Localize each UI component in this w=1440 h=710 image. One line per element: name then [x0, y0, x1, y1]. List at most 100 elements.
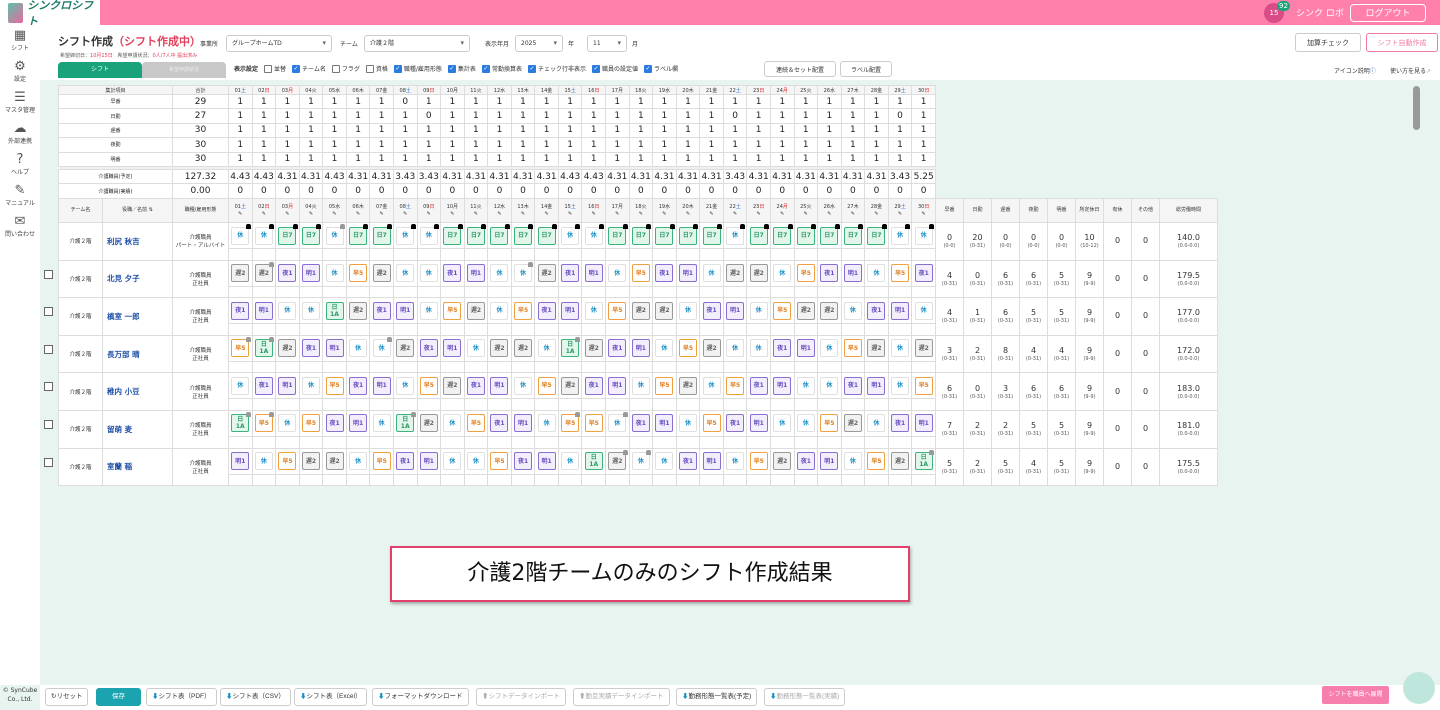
shift-cell[interactable]: 夜1 [840, 372, 866, 400]
shift-cell[interactable]: 遅2 [699, 334, 724, 362]
label-cell[interactable] [298, 248, 324, 261]
shift-badge[interactable]: 早5 [796, 264, 815, 283]
shift-badge[interactable]: 早5 [891, 264, 910, 283]
shift-cell[interactable]: 休 [463, 447, 489, 475]
label-cell[interactable] [817, 398, 842, 411]
shift-badge[interactable]: 夜1 [278, 264, 297, 283]
lock-icon[interactable] [787, 224, 793, 229]
shift-badge[interactable]: 遅2 [631, 301, 650, 320]
shift-badge[interactable]: 日7 [443, 226, 462, 245]
label-cell[interactable] [275, 285, 300, 299]
row-checkbox[interactable] [44, 457, 53, 467]
shift-badge[interactable]: 休 [561, 226, 580, 245]
shift-cell[interactable]: 休 [793, 409, 819, 437]
shift-badge[interactable]: 日7 [301, 226, 320, 245]
shift-cell[interactable]: 休 [298, 372, 324, 400]
label-cell[interactable] [322, 398, 347, 411]
label-cell[interactable] [911, 323, 936, 336]
shift-cell[interactable]: 遅2 [557, 372, 583, 400]
shift-badge[interactable]: 夜1 [419, 339, 438, 358]
lock-icon[interactable] [740, 224, 746, 229]
shift-badge[interactable]: 休 [466, 452, 485, 471]
shift-cell[interactable]: 夜1 [746, 372, 771, 400]
label-cell[interactable] [746, 285, 771, 299]
shift-badge[interactable]: 休 [466, 339, 485, 358]
staff-name[interactable]: 槙室 一郎 [102, 297, 173, 336]
shift-badge[interactable]: 早5 [914, 376, 933, 395]
shift-cell[interactable]: 明1 [228, 447, 253, 475]
shift-badge[interactable]: 夜1 [349, 376, 368, 395]
shift-badge[interactable]: 休 [702, 376, 721, 395]
label-cell[interactable] [628, 360, 654, 374]
label-cell[interactable] [534, 285, 559, 299]
label-cell[interactable] [817, 360, 842, 374]
lock-icon[interactable] [763, 224, 769, 229]
shift-badge[interactable]: 休 [349, 339, 368, 358]
lock-icon[interactable] [551, 224, 557, 229]
label-cell[interactable] [557, 398, 583, 411]
lock-icon[interactable] [528, 261, 534, 267]
lock-icon[interactable] [339, 224, 345, 229]
shift-cell[interactable]: 休 [722, 222, 748, 249]
label-cell[interactable] [487, 398, 512, 411]
shift-cell[interactable]: 遅2 [440, 372, 465, 400]
label-cell[interactable] [510, 248, 536, 261]
shift-cell[interactable]: 休 [722, 447, 748, 475]
shift-badge[interactable]: 休 [631, 376, 650, 395]
save-button[interactable]: 保存 [96, 688, 141, 706]
shift-badge[interactable]: 夜1 [396, 452, 415, 471]
label-cell[interactable] [345, 323, 371, 336]
lock-icon[interactable] [599, 224, 604, 229]
label-cell[interactable] [369, 248, 394, 261]
lock-icon[interactable] [434, 224, 440, 229]
shift-cell[interactable]: 夜1 [440, 259, 465, 287]
label-cell[interactable] [275, 473, 300, 487]
shift-cell[interactable]: 夜1 [652, 259, 677, 287]
checkbox-checked[interactable]: ✓ [292, 64, 301, 73]
shift-badge[interactable]: 休 [726, 226, 745, 245]
shift-badge[interactable]: 休 [749, 301, 768, 320]
shift-cell[interactable]: 日1A [322, 297, 347, 325]
day-header-26[interactable]: 26水 ✎ [817, 198, 842, 223]
shift-cell[interactable]: 明1 [675, 259, 701, 287]
label-cell[interactable] [298, 398, 324, 411]
label-cell[interactable] [298, 360, 324, 374]
label-cell[interactable] [440, 398, 465, 411]
shift-badge[interactable]: 遅2 [749, 264, 768, 283]
label-cell[interactable] [887, 398, 913, 411]
lock-icon[interactable] [410, 224, 416, 229]
shift-cell[interactable]: 遅2 [275, 334, 300, 362]
shift-badge[interactable]: 日7 [655, 226, 674, 245]
label-cell[interactable] [769, 398, 795, 411]
option-チーム名[interactable]: ✓ チーム名 [292, 64, 326, 73]
shift-badge[interactable]: 休 [749, 339, 768, 358]
shift-cell[interactable]: 明1 [298, 259, 324, 287]
label-cell[interactable] [887, 323, 913, 336]
shift-badge[interactable]: 早5 [843, 339, 862, 358]
shift-cell[interactable]: 明1 [793, 334, 819, 362]
shift-cell[interactable]: 早5 [322, 372, 347, 400]
sequence-set-button[interactable]: 連続＆セット配置 [764, 61, 836, 77]
shift-badge[interactable]: 休 [608, 414, 627, 433]
shift-badge[interactable]: 遅2 [820, 301, 839, 320]
label-cell[interactable] [652, 285, 677, 299]
label-cell[interactable] [864, 323, 889, 336]
day-header-30[interactable]: 30日 ✎ [911, 198, 936, 223]
label-cell[interactable] [675, 398, 701, 411]
shift-badge[interactable]: 休 [537, 414, 556, 433]
shift-badge[interactable]: 遅2 [561, 376, 580, 395]
shift-badge[interactable]: 休 [891, 376, 910, 395]
shift-cell[interactable]: 休 [487, 259, 512, 287]
shift-cell[interactable]: 日7 [840, 222, 866, 249]
shift-badge[interactable]: 明1 [443, 339, 462, 358]
label-cell[interactable] [887, 435, 913, 449]
label-cell[interactable] [369, 473, 394, 487]
label-cell[interactable] [322, 473, 347, 487]
label-cell[interactable] [675, 435, 701, 449]
label-cell[interactable] [911, 473, 936, 487]
label-cell[interactable] [463, 285, 489, 299]
shift-badge[interactable]: 早5 [631, 264, 650, 283]
lock-icon[interactable] [386, 224, 392, 229]
shift-cell[interactable]: 遅2 [581, 334, 606, 362]
actual-import-button[interactable]: ⬆勤怠実績データインポート [573, 688, 670, 706]
